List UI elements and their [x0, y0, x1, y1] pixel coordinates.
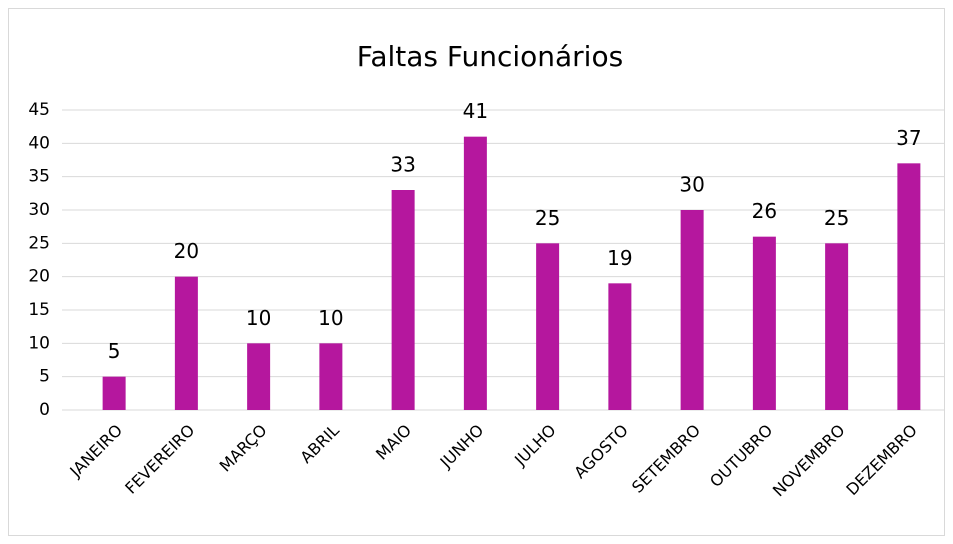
chart-title: Faltas Funcionários	[357, 40, 623, 73]
bar	[102, 376, 126, 410]
bar	[752, 236, 776, 410]
data-label: 26	[752, 199, 777, 223]
y-tick-label: 0	[39, 400, 50, 420]
y-tick-label: 20	[28, 267, 50, 287]
data-label: 20	[174, 239, 199, 263]
bar	[825, 243, 849, 410]
y-tick-label: 25	[28, 233, 50, 253]
data-label: 25	[824, 206, 849, 230]
data-label: 30	[679, 173, 704, 197]
y-tick-label: 35	[28, 167, 50, 187]
data-label: 10	[246, 306, 271, 330]
y-tick-label: 40	[28, 133, 50, 153]
bar	[391, 190, 415, 410]
y-tick-label: 30	[28, 200, 50, 220]
data-label: 25	[535, 206, 560, 230]
data-label: 41	[463, 99, 488, 123]
bar	[680, 210, 704, 410]
y-tick-label: 5	[39, 367, 50, 387]
bar	[897, 163, 921, 410]
data-label: 10	[318, 306, 343, 330]
bar	[174, 276, 198, 410]
bar	[319, 343, 343, 410]
bar	[463, 136, 487, 410]
y-tick-label: 10	[28, 333, 50, 353]
y-tick-label: 15	[28, 300, 50, 320]
bar	[536, 243, 560, 410]
y-tick-label: 45	[28, 100, 50, 120]
bar	[608, 283, 632, 410]
data-label: 33	[390, 153, 415, 177]
data-label: 37	[896, 126, 921, 150]
data-label: 19	[607, 246, 632, 270]
data-label: 5	[108, 339, 121, 363]
bar	[247, 343, 271, 410]
